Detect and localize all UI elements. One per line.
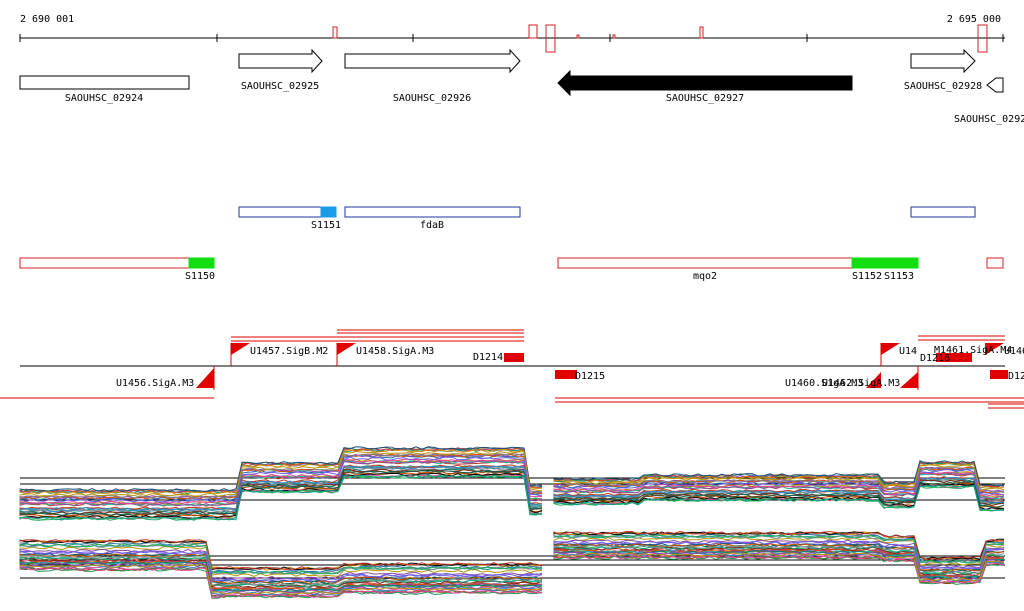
promoter-flags-below — [196, 368, 1008, 388]
expression-profile-line — [19, 530, 1005, 571]
gene-label: SAOUHSC_02927 — [666, 93, 744, 104]
expression-profile-line — [19, 450, 1005, 497]
feature-S1150[interactable]: S1150 — [19, 257, 215, 282]
promoter-label[interactable]: U1462.SigA.M3 — [822, 378, 900, 389]
expression-profile-line — [19, 474, 1005, 521]
gene-label: SAOUHSC_02924 — [65, 93, 143, 104]
expression-profile-line — [19, 544, 1005, 587]
promoter-label[interactable]: U1458.SigA.M3 — [356, 346, 434, 357]
expression-profiles-forward — [19, 446, 1005, 521]
feature-label: S1151 — [311, 220, 341, 231]
feature-S1151[interactable]: S1151 — [238, 206, 341, 231]
promoter-flags-above — [231, 343, 1004, 362]
gene-track: SAOUHSC_02924 SAOUHSC_02925 SAOUHSC_0292… — [19, 48, 1024, 125]
feature-label: mqo2 — [693, 271, 717, 282]
expression-profile-line — [19, 552, 1005, 595]
expression-profile-line — [19, 531, 1004, 571]
feature-blue-right[interactable] — [910, 206, 976, 218]
promoter-label[interactable]: U1457.SigB.M2 — [250, 346, 328, 357]
feature-mqo2[interactable]: mqo2 — [557, 257, 853, 282]
ruler-marks — [332, 24, 988, 53]
blue-feature-track: S1151 fdaB — [238, 206, 976, 231]
gene-label: SAOUHSC_0292 — [954, 114, 1024, 125]
promoter-label[interactable]: D1215 — [575, 371, 605, 382]
promoter-label[interactable]: U1456.SigA.M3 — [116, 378, 194, 389]
gene-label: SAOUHSC_02926 — [393, 93, 471, 104]
coordinate-ruler: 2 690 001 2 695 000 — [19, 14, 1005, 53]
feature-label: S1152 — [852, 271, 882, 282]
feature-label: S1153 — [884, 271, 914, 282]
promoter-label[interactable]: D1214 — [473, 352, 503, 363]
expression-profile-line — [19, 460, 1005, 507]
gene-SAOUHSC_02927[interactable]: SAOUHSC_02927 — [557, 69, 853, 104]
gene-SAOUHSC_02925[interactable]: SAOUHSC_02925 — [238, 48, 323, 92]
end-coordinate: 2 695 000 — [947, 14, 1001, 25]
gene-SAOUHSC_02924[interactable]: SAOUHSC_02924 — [19, 75, 190, 104]
promoter-label[interactable]: U14 — [899, 346, 917, 357]
expression-profile-line — [19, 446, 1005, 493]
promoter-label[interactable]: U1460.SigA.M3 — [785, 378, 863, 389]
gene-label: SAOUHSC_02928 — [904, 81, 982, 92]
gene-SAOUHSC_02926[interactable]: SAOUHSC_02926 — [344, 48, 521, 104]
promoter-label[interactable]: D1216 — [920, 353, 950, 364]
feature-red-right[interactable] — [986, 257, 1004, 269]
promoter-labels-below: U1456.SigA.M3 D1215 U1460.SigA.M3 U1462.… — [116, 371, 1024, 389]
promoter-label[interactable]: U146 — [1004, 346, 1024, 357]
feature-S1152[interactable]: S1152 — [851, 257, 886, 282]
expression-profile-line — [19, 470, 1005, 517]
expression-profile-line — [19, 534, 1005, 575]
feature-fdaB[interactable]: fdaB — [344, 206, 521, 231]
expression-profile-line — [19, 465, 1005, 512]
feature-S1153[interactable]: S1153 — [884, 257, 919, 282]
transcript-spans — [0, 329, 1024, 409]
gene-SAOUHSC_0292x[interactable]: SAOUHSC_0292 — [954, 77, 1024, 125]
promoter-labels-above: U1457.SigB.M2 U1458.SigA.M3 D1214 U14 D1… — [250, 345, 1024, 364]
gene-label: SAOUHSC_02925 — [241, 81, 319, 92]
expression-profile-line — [19, 458, 1005, 505]
feature-label: fdaB — [420, 220, 444, 231]
expression-profile-line — [19, 540, 1005, 582]
feature-label: S1150 — [185, 271, 215, 282]
start-coordinate: 2 690 001 — [20, 14, 74, 25]
promoter-label[interactable]: M1461.SigA.M4 — [934, 345, 1012, 356]
expression-profile-line — [19, 555, 1005, 599]
gene-SAOUHSC_02928[interactable]: SAOUHSC_02928 — [904, 48, 982, 92]
expression-profiles-reverse — [19, 530, 1005, 599]
expression-profile-line — [19, 472, 1005, 519]
promoter-label[interactable]: D12 — [1008, 371, 1024, 382]
promoter-track: U1457.SigB.M2 U1458.SigA.M3 D1214 U14 D1… — [0, 329, 1024, 409]
expression-profile-line — [19, 456, 1005, 503]
red-feature-track: S1150 mqo2 S1152 S1153 — [19, 257, 1004, 282]
